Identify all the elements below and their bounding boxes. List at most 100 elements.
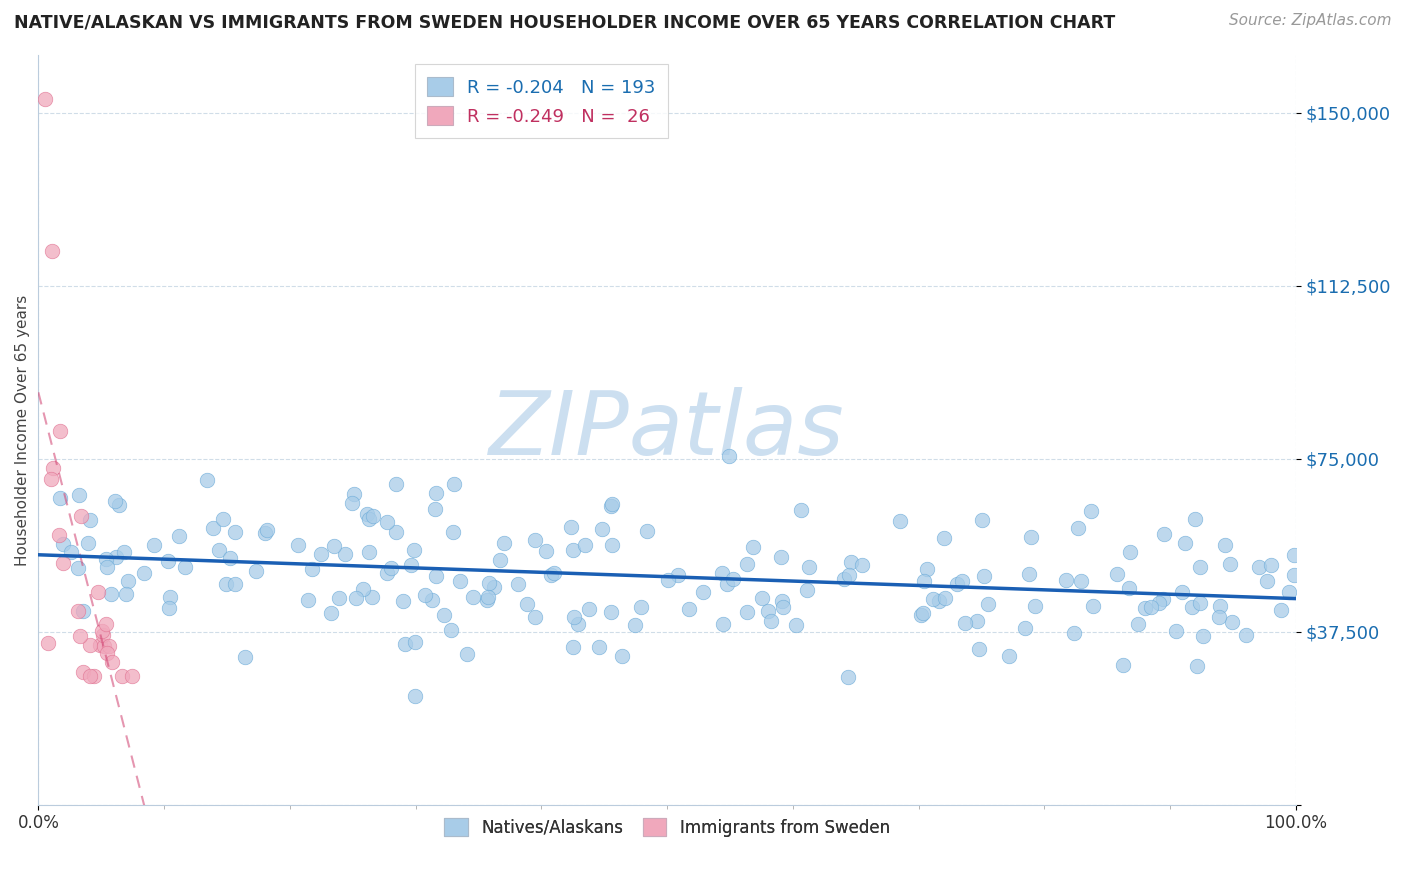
Point	[623, 618, 645, 632]
Text: Source: ZipAtlas.com: Source: ZipAtlas.com	[1229, 13, 1392, 29]
Point	[678, 602, 700, 616]
Point	[735, 605, 758, 619]
Point	[359, 512, 381, 526]
Point	[489, 553, 512, 567]
Point	[212, 512, 235, 526]
Point	[1112, 658, 1135, 673]
Point	[59, 545, 82, 559]
Point	[540, 568, 562, 582]
Point	[67, 561, 90, 575]
Point	[1278, 585, 1301, 599]
Point	[89, 638, 111, 652]
Point	[97, 639, 120, 653]
Point	[402, 542, 425, 557]
Point	[523, 610, 546, 624]
Point	[114, 587, 136, 601]
Point	[955, 616, 977, 631]
Point	[440, 623, 463, 637]
Point	[39, 472, 62, 486]
Point	[352, 582, 374, 596]
Point	[1014, 621, 1036, 635]
Point	[1107, 566, 1129, 581]
Point	[1140, 599, 1163, 614]
Point	[41, 244, 63, 259]
Point	[79, 513, 101, 527]
Point	[449, 574, 471, 589]
Point	[70, 509, 93, 524]
Point	[711, 616, 734, 631]
Point	[301, 561, 323, 575]
Point	[208, 543, 231, 558]
Point	[134, 566, 156, 580]
Point	[380, 561, 402, 575]
Point	[1234, 628, 1257, 642]
Point	[72, 604, 94, 618]
Point	[100, 587, 122, 601]
Point	[928, 594, 950, 608]
Point	[335, 548, 357, 562]
Point	[49, 424, 72, 438]
Point	[1185, 659, 1208, 673]
Point	[506, 577, 529, 591]
Point	[797, 559, 820, 574]
Point	[710, 566, 733, 580]
Point	[1054, 573, 1077, 587]
Point	[588, 640, 610, 654]
Point	[157, 554, 180, 568]
Point	[1192, 629, 1215, 643]
Point	[751, 591, 773, 606]
Point	[721, 572, 744, 586]
Point	[976, 597, 998, 611]
Point	[79, 639, 101, 653]
Point	[1260, 558, 1282, 572]
Point	[96, 551, 118, 566]
Point	[966, 614, 988, 628]
Point	[104, 494, 127, 508]
Point	[344, 591, 367, 605]
Point	[91, 624, 114, 638]
Point	[851, 558, 873, 572]
Point	[1184, 512, 1206, 526]
Point	[159, 590, 181, 604]
Point	[967, 642, 990, 657]
Point	[578, 602, 600, 616]
Point	[769, 549, 792, 564]
Point	[912, 574, 935, 589]
Point	[1080, 504, 1102, 518]
Point	[83, 668, 105, 682]
Point	[195, 473, 218, 487]
Point	[770, 593, 793, 607]
Point	[343, 486, 366, 500]
Point	[157, 601, 180, 615]
Point	[1024, 599, 1046, 613]
Point	[921, 592, 943, 607]
Point	[1070, 574, 1092, 588]
Point	[600, 606, 623, 620]
Point	[91, 628, 114, 642]
Point	[233, 649, 256, 664]
Point	[319, 607, 342, 621]
Point	[142, 538, 165, 552]
Point	[363, 509, 385, 524]
Point	[399, 558, 422, 573]
Point	[1067, 521, 1090, 535]
Point	[1153, 526, 1175, 541]
Point	[560, 520, 582, 534]
Point	[69, 629, 91, 643]
Point	[1119, 544, 1142, 558]
Point	[574, 538, 596, 552]
Point	[759, 615, 782, 629]
Point	[630, 599, 652, 614]
Point	[561, 640, 583, 655]
Point	[889, 514, 911, 528]
Point	[562, 609, 585, 624]
Point	[357, 544, 380, 558]
Point	[1188, 596, 1211, 610]
Point	[72, 665, 94, 679]
Point	[1166, 624, 1188, 638]
Point	[256, 523, 278, 537]
Point	[105, 550, 128, 565]
Point	[717, 449, 740, 463]
Point	[600, 497, 623, 511]
Point	[215, 576, 238, 591]
